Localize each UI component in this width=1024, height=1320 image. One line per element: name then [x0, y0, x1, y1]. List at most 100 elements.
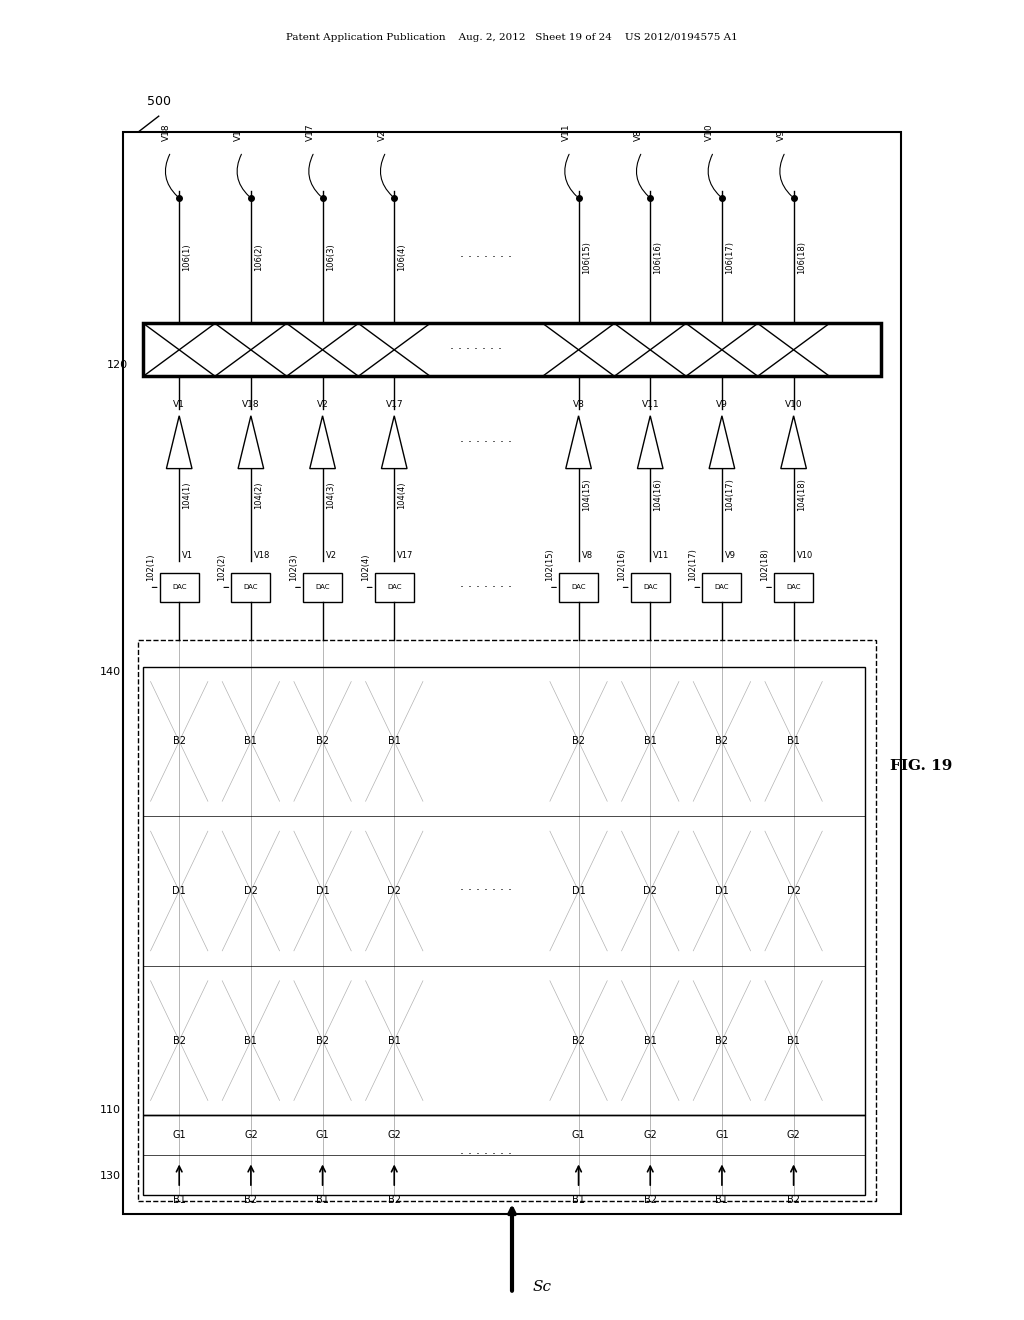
Text: V8: V8 [634, 129, 642, 141]
Text: 106(3): 106(3) [326, 243, 335, 272]
Text: V10: V10 [706, 124, 714, 141]
Bar [143, 1115, 865, 1195]
Text: G2: G2 [387, 1130, 401, 1140]
Text: D2: D2 [643, 886, 657, 896]
Text: · · · · · · ·: · · · · · · · [461, 884, 512, 898]
Text: V9: V9 [777, 129, 785, 141]
Text: B1: B1 [787, 1036, 800, 1045]
Bar [774, 573, 813, 602]
Text: B1: B1 [716, 1195, 728, 1205]
Text: D2: D2 [786, 886, 801, 896]
Text: DAC: DAC [786, 585, 801, 590]
Text: V11: V11 [641, 400, 659, 409]
Text: 106(4): 106(4) [397, 244, 407, 271]
Text: V10: V10 [784, 400, 803, 409]
Text: B1: B1 [245, 737, 257, 746]
Text: 104(1): 104(1) [182, 482, 191, 508]
Bar [160, 573, 199, 602]
Bar [375, 573, 414, 602]
Bar [702, 573, 741, 602]
Text: Patent Application Publication    Aug. 2, 2012   Sheet 19 of 24    US 2012/01945: Patent Application Publication Aug. 2, 2… [286, 33, 738, 42]
Text: 106(1): 106(1) [182, 244, 191, 271]
Text: 104(17): 104(17) [725, 479, 734, 511]
Text: 102(1): 102(1) [145, 553, 155, 581]
Text: G1: G1 [315, 1130, 330, 1140]
Text: 106(17): 106(17) [725, 242, 734, 275]
Text: V17: V17 [306, 124, 314, 141]
Text: 102(3): 102(3) [289, 553, 298, 581]
Text: 120: 120 [106, 359, 128, 370]
Text: 102(17): 102(17) [688, 548, 697, 581]
Text: V9: V9 [716, 400, 728, 409]
Text: 102(2): 102(2) [217, 553, 226, 581]
Text: B1: B1 [644, 1036, 656, 1045]
Text: V18: V18 [254, 550, 270, 560]
Text: 106(16): 106(16) [653, 242, 663, 275]
Bar [123, 132, 901, 1214]
Text: B2: B2 [787, 1195, 800, 1205]
Text: B2: B2 [388, 1195, 400, 1205]
Text: DAC: DAC [315, 585, 330, 590]
Text: DAC: DAC [244, 585, 258, 590]
Text: 104(16): 104(16) [653, 479, 663, 511]
Text: B1: B1 [245, 1036, 257, 1045]
Bar [138, 640, 876, 1201]
Bar [559, 573, 598, 602]
Text: V11: V11 [653, 550, 670, 560]
Text: V1: V1 [182, 550, 194, 560]
Text: B2: B2 [572, 737, 585, 746]
Text: V11: V11 [562, 124, 570, 141]
Text: 106(18): 106(18) [797, 242, 806, 275]
Text: V2: V2 [316, 400, 329, 409]
Text: D1: D1 [715, 886, 729, 896]
Bar [143, 323, 881, 376]
Text: 104(2): 104(2) [254, 482, 263, 508]
Text: B1: B1 [316, 1195, 329, 1205]
Text: 104(18): 104(18) [797, 479, 806, 511]
Text: 106(2): 106(2) [254, 244, 263, 271]
Text: B2: B2 [316, 737, 329, 746]
Text: · · · · · · ·: · · · · · · · [461, 1148, 512, 1162]
Text: 102(15): 102(15) [545, 548, 554, 581]
Text: V10: V10 [797, 550, 813, 560]
Text: 102(16): 102(16) [616, 548, 626, 581]
Text: 104(4): 104(4) [397, 482, 407, 508]
Text: V1: V1 [234, 129, 243, 141]
Text: G1: G1 [571, 1130, 586, 1140]
Text: V17: V17 [385, 400, 403, 409]
Text: B2: B2 [716, 1036, 728, 1045]
Text: G1: G1 [172, 1130, 186, 1140]
Text: G2: G2 [643, 1130, 657, 1140]
Text: V2: V2 [378, 129, 386, 141]
Text: V18: V18 [242, 400, 260, 409]
Text: Sc: Sc [532, 1279, 552, 1294]
Text: V8: V8 [572, 400, 585, 409]
Text: G2: G2 [786, 1130, 801, 1140]
Text: 102(4): 102(4) [360, 553, 370, 581]
Text: V1: V1 [173, 400, 185, 409]
Text: V2: V2 [326, 550, 337, 560]
Text: B2: B2 [245, 1195, 257, 1205]
Bar [303, 573, 342, 602]
Text: 104(3): 104(3) [326, 482, 335, 508]
Text: 110: 110 [99, 1105, 121, 1115]
Bar [231, 573, 270, 602]
Bar [143, 667, 865, 1115]
Text: B1: B1 [787, 737, 800, 746]
Text: G2: G2 [244, 1130, 258, 1140]
Text: B1: B1 [388, 737, 400, 746]
Text: FIG. 19: FIG. 19 [891, 759, 952, 772]
Text: DAC: DAC [387, 585, 401, 590]
Text: 500: 500 [146, 95, 171, 108]
Text: V17: V17 [397, 550, 414, 560]
Text: · · · · · · ·: · · · · · · · [461, 436, 512, 449]
Text: B1: B1 [644, 737, 656, 746]
Text: B1: B1 [388, 1036, 400, 1045]
Text: 102(18): 102(18) [760, 548, 769, 581]
Text: D2: D2 [387, 886, 401, 896]
Text: 106(15): 106(15) [582, 242, 591, 273]
Text: D1: D1 [172, 886, 186, 896]
Text: B2: B2 [572, 1036, 585, 1045]
Text: B1: B1 [173, 1195, 185, 1205]
Text: B2: B2 [173, 1036, 185, 1045]
